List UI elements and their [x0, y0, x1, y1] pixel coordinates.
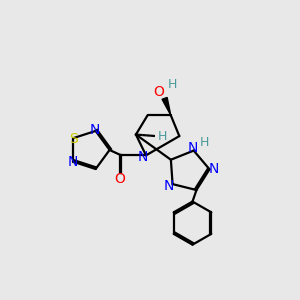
Text: N: N [188, 141, 198, 155]
Text: N: N [90, 123, 100, 137]
Text: H: H [168, 78, 177, 91]
Text: O: O [153, 85, 164, 99]
Text: N: N [67, 155, 77, 170]
Polygon shape [162, 98, 171, 115]
Text: O: O [114, 172, 125, 186]
Text: N: N [138, 150, 148, 164]
Text: N: N [208, 162, 219, 176]
Text: H: H [158, 130, 167, 142]
Text: H: H [200, 136, 209, 149]
Text: S: S [69, 132, 77, 146]
Text: N: N [164, 179, 174, 193]
